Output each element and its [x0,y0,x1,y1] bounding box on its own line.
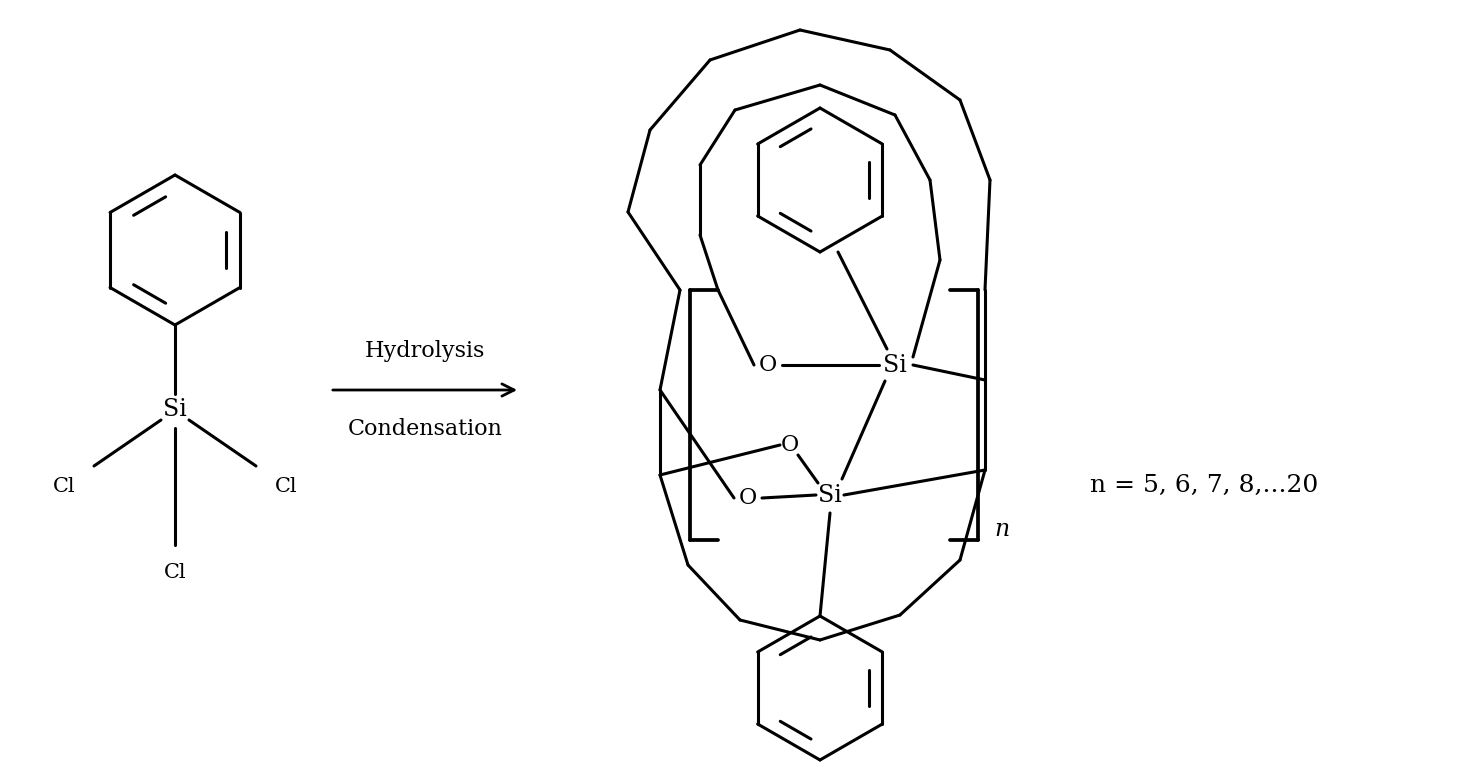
Text: n: n [994,519,1009,541]
Text: Cl: Cl [274,477,298,495]
Text: n = 5, 6, 7, 8,...20: n = 5, 6, 7, 8,...20 [1091,473,1318,497]
Text: Cl: Cl [53,477,76,495]
Text: Condensation: Condensation [347,418,502,440]
Text: O: O [739,487,758,509]
Text: Hydrolysis: Hydrolysis [365,340,485,362]
Text: Si: Si [164,399,187,421]
Text: Cl: Cl [164,563,187,583]
Text: Si: Si [818,484,842,506]
Text: O: O [781,434,799,456]
Text: O: O [759,354,777,376]
Text: Si: Si [883,353,907,377]
